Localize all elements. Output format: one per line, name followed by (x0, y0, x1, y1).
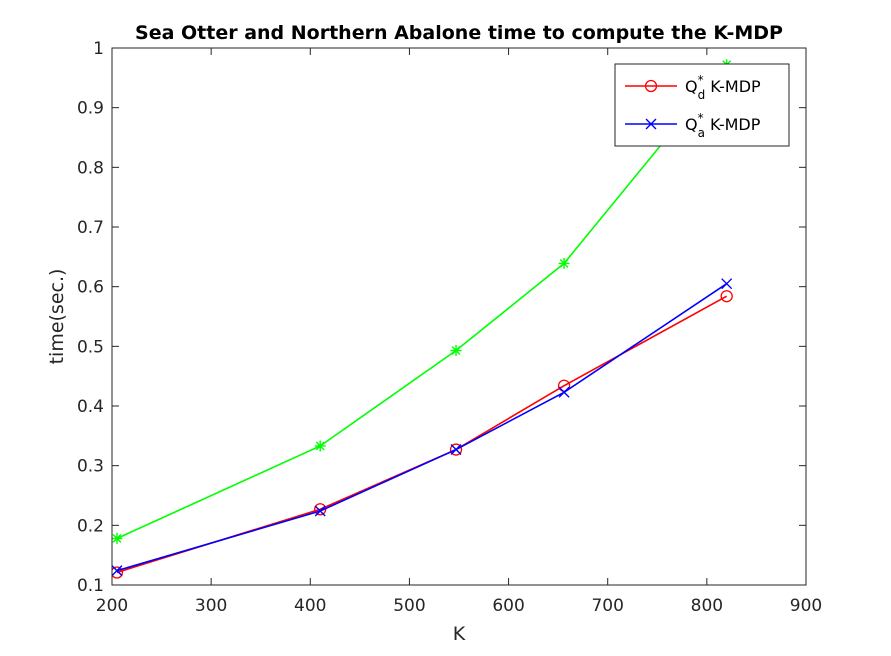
x-tick-label: 300 (195, 596, 227, 616)
x-tick-label: 200 (96, 596, 128, 616)
legend-label: Q* a K-MDP (685, 111, 761, 140)
y-axis-label: time(sec.) (46, 269, 68, 365)
y-tick-label: 1 (93, 39, 104, 59)
legend-entry: Q* d K-MDP (625, 73, 761, 102)
data-point-asterisk (112, 532, 123, 544)
y-tick-label: 0.6 (77, 278, 104, 298)
legend-box (614, 63, 790, 147)
x-tick-label: 600 (492, 596, 524, 616)
y-tick-label: 0.7 (77, 218, 104, 238)
data-point-circle (557, 379, 571, 392)
data-point-x (558, 386, 570, 398)
data-point-x (112, 565, 123, 577)
data-point-asterisk (558, 257, 570, 269)
plot-area (112, 59, 733, 579)
axes: 200 300 400 500 600 700 800 900 0.1 0.2 0.3 0.4 0.5 0… (77, 39, 822, 616)
data-point-circle (112, 566, 124, 579)
x-tick-label: 400 (294, 596, 326, 616)
data-point-circle (449, 443, 463, 456)
chart-title: Sea Otter and Northern Abalone time to c… (135, 22, 783, 44)
data-point-asterisk (450, 345, 462, 357)
y-tick-label: 0.2 (77, 516, 104, 536)
x-axis-label: K (453, 623, 466, 645)
data-point-circle (720, 290, 733, 303)
y-tick-label: 0.5 (77, 337, 104, 357)
y-tick-label: 0.8 (77, 158, 104, 178)
legend-marker (645, 118, 657, 130)
data-point-x (721, 278, 733, 290)
x-tick-label: 700 (591, 596, 623, 616)
y-tick-label: 0.9 (77, 99, 104, 119)
y-tick-label: 0.3 (77, 457, 104, 477)
y-tick-label: 0.1 (77, 576, 104, 596)
data-point-asterisk (314, 440, 326, 452)
y-tick-label: 0.4 (77, 397, 104, 417)
series-1 (112, 278, 733, 577)
legend: Q* d K-MDP Q* a K-MDP (614, 63, 790, 147)
legend-marker (644, 79, 658, 93)
data-point-x (450, 444, 462, 456)
legend-label: Q* d K-MDP (685, 73, 761, 102)
data-point-x (314, 505, 326, 517)
x-tick-label: 500 (393, 596, 425, 616)
axes-box (111, 47, 807, 586)
x-tick-label: 900 (790, 596, 822, 616)
legend-entry: Q* a K-MDP (625, 111, 761, 140)
x-tick-label: 800 (691, 596, 723, 616)
